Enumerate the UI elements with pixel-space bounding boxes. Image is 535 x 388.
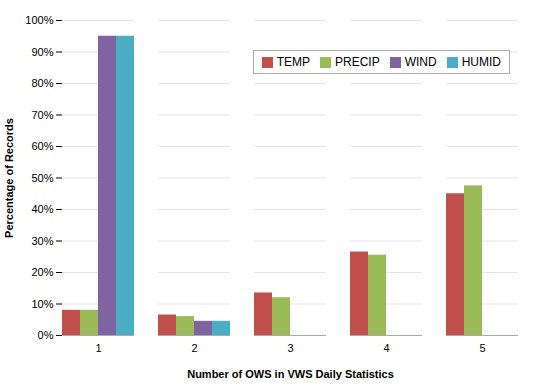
svg-text:2: 2 — [191, 342, 197, 354]
html-text:PRECIP: PRECIP — [335, 55, 380, 69]
svg-text:10%: 10% — [31, 298, 53, 310]
svg-text:70%: 70% — [31, 109, 53, 121]
svg-text:1: 1 — [95, 342, 101, 354]
svg-text:80%: 80% — [31, 77, 53, 89]
svg-text:50%: 50% — [31, 172, 53, 184]
svg-text:Percentage of Records: Percentage of Records — [3, 118, 15, 238]
svg-text:3: 3 — [287, 342, 293, 354]
svg-text:30%: 30% — [31, 235, 53, 247]
svg-text:Number of OWS in VWS Daily Sta: Number of OWS in VWS Daily Statistics — [187, 368, 394, 380]
svg-text:20%: 20% — [31, 266, 53, 278]
svg-text:0%: 0% — [38, 329, 54, 341]
html-text:WIND: WIND — [404, 55, 437, 69]
svg-text:4: 4 — [383, 342, 389, 354]
svg-text:60%: 60% — [31, 140, 53, 152]
html-text:HUMID: HUMID — [461, 55, 501, 69]
svg-text:5: 5 — [479, 342, 485, 354]
svg-text:40%: 40% — [31, 203, 53, 215]
svg-text:100%: 100% — [25, 14, 53, 26]
html-text:TEMP: TEMP — [276, 55, 310, 69]
svg-text:90%: 90% — [31, 46, 53, 58]
